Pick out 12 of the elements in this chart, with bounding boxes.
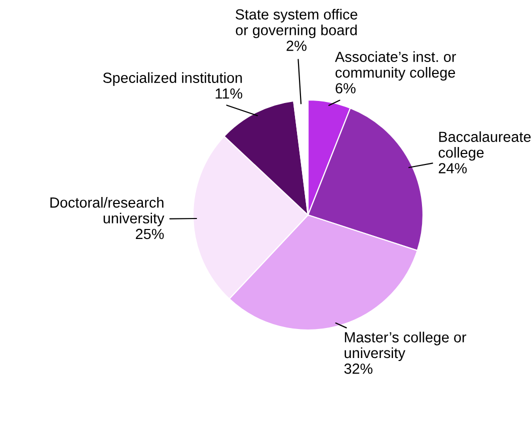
slice-label: Baccalaureate college — [438, 131, 531, 161]
slice-label: Doctoral/research university — [50, 197, 164, 226]
data-label: 6% — [336, 83, 356, 94]
data-label: 11% — [216, 88, 242, 99]
slice-label: State system office or governing board — [236, 8, 358, 38]
data-label: 32% — [344, 364, 372, 374]
data-label: 25% — [136, 228, 164, 240]
slice-label: Specialized institution — [103, 72, 242, 86]
data-label: 24% — [438, 163, 467, 174]
slice-label: Master’s college or university — [344, 332, 466, 362]
data-label: 2% — [286, 40, 306, 51]
slice-label: Associate’s inst. or community college — [334, 51, 456, 81]
